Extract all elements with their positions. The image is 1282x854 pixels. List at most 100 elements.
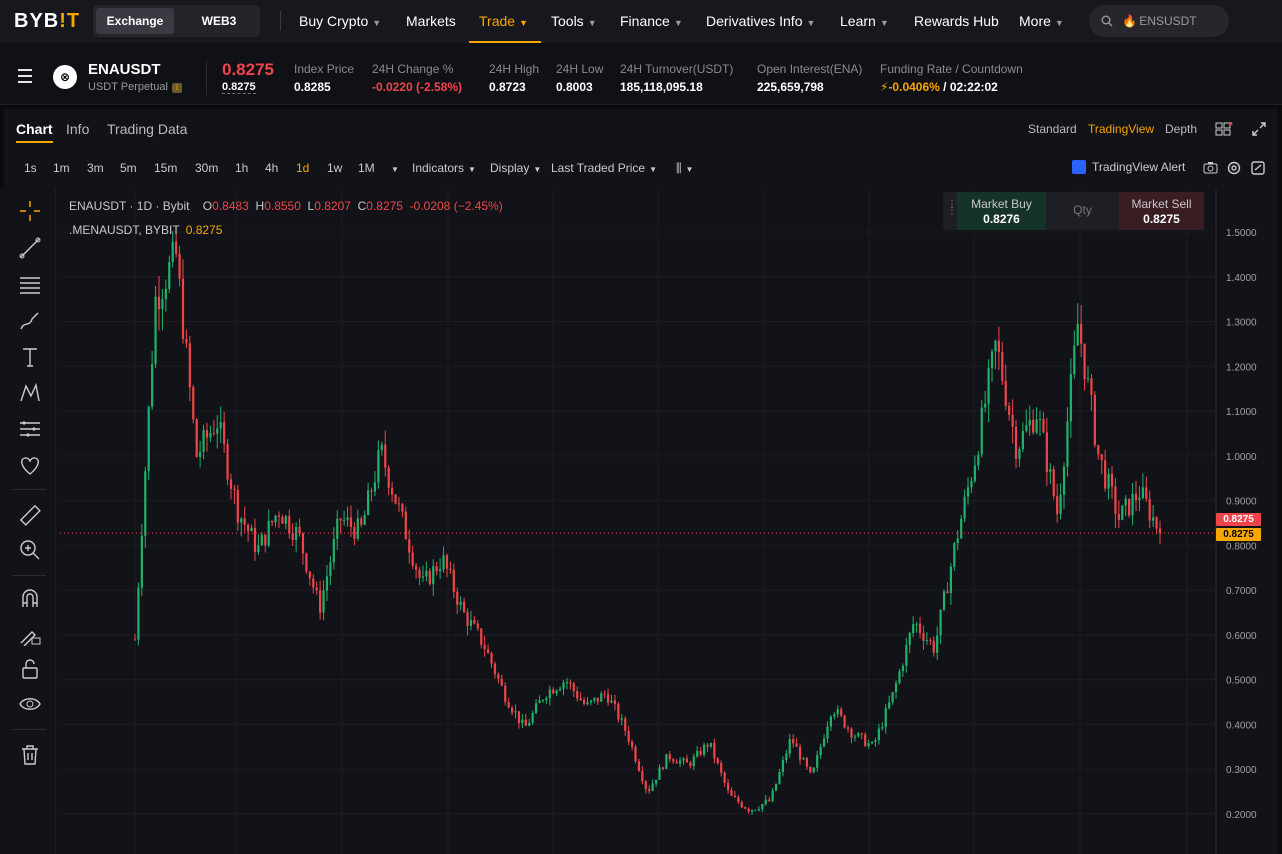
tf-5m[interactable]: 5m: [120, 161, 137, 175]
web3-button[interactable]: WEB3: [201, 14, 237, 28]
candle-body: [1035, 419, 1038, 433]
candle-body: [668, 754, 671, 760]
candle-body: [253, 527, 257, 552]
candle-body: [188, 343, 191, 388]
nav-rewards-hub[interactable]: Rewards Hub: [914, 13, 999, 29]
candle-body: [1076, 323, 1079, 346]
tf-15m[interactable]: 15m: [154, 161, 178, 175]
nav-derivatives-info[interactable]: Derivatives Info ▼: [706, 13, 816, 29]
candle-body: [754, 809, 757, 811]
nav-trade[interactable]: Trade ▼: [469, 0, 541, 43]
flame-icon: 🔥: [1122, 14, 1138, 28]
tf-1M[interactable]: 1M: [358, 161, 375, 175]
candle-body: [788, 739, 791, 754]
chevron-down-icon: ▼: [806, 18, 816, 28]
magnet-icon[interactable]: [18, 587, 42, 611]
ticker-bar: ⊗ ENAUSDT USDT Perpetual i 0.8275 0.8275 …: [0, 43, 1282, 105]
drag-handle-icon[interactable]: ⋮ ⋮: [947, 199, 957, 216]
market-sell-button[interactable]: Market Sell 0.8275: [1119, 192, 1204, 230]
crosshair-icon[interactable]: [18, 199, 42, 223]
candle-body: [884, 708, 887, 728]
tab-chart[interactable]: Chart: [16, 121, 53, 143]
lock-drawing-icon[interactable]: [18, 622, 42, 646]
tf-4h[interactable]: 4h: [265, 161, 279, 175]
trash-icon[interactable]: [18, 743, 42, 767]
tf-3m[interactable]: 3m: [87, 161, 104, 175]
candle-body: [349, 517, 353, 528]
candle-body: [1038, 419, 1042, 421]
tf-1s[interactable]: 1s: [24, 161, 37, 175]
candle-body: [1131, 493, 1134, 516]
search-input[interactable]: 🔥 ENSUSDT: [1089, 5, 1229, 37]
heart-icon[interactable]: [18, 453, 42, 477]
candle-body: [658, 767, 661, 780]
mark-price-tag: 0.8275: [1216, 528, 1261, 541]
text-icon[interactable]: [18, 345, 42, 369]
market-buy-button[interactable]: Market Buy 0.8276: [957, 192, 1046, 230]
info-icon[interactable]: i: [171, 83, 182, 93]
bybit-logo[interactable]: BYB!T: [14, 10, 81, 32]
qty-input[interactable]: Qty: [1073, 203, 1092, 217]
view-depth[interactable]: Depth: [1165, 122, 1198, 136]
tf-30m[interactable]: 30m: [195, 161, 219, 175]
candlestick-chart[interactable]: 1.5000 1.4000 1.3000 1.2000 1.1000 1.0000 0.90…: [60, 189, 1282, 854]
settings-icon[interactable]: [1227, 161, 1241, 175]
candle-body: [171, 241, 174, 263]
ruler-icon[interactable]: [18, 503, 42, 527]
candle-body: [1008, 405, 1011, 415]
tf-1d[interactable]: 1d: [296, 161, 310, 175]
view-standard[interactable]: Standard: [1028, 122, 1077, 136]
camera-icon[interactable]: [1203, 161, 1218, 174]
brush-icon[interactable]: [18, 309, 42, 333]
symbol-name[interactable]: ENAUSDT: [88, 61, 161, 78]
unlock-icon[interactable]: [18, 657, 42, 681]
chart-type-dropdown[interactable]: ⫼ ▼: [676, 161, 693, 176]
display-button[interactable]: Display ▼: [490, 161, 542, 175]
nav-tools[interactable]: Tools ▼: [551, 13, 597, 29]
candle-body: [596, 697, 599, 702]
menu-icon[interactable]: [18, 69, 34, 87]
candle-body: [284, 516, 287, 524]
candle-body: [510, 707, 514, 713]
candle-body: [1104, 460, 1107, 489]
tab-trading-data[interactable]: Trading Data: [107, 121, 188, 137]
layout-grid-icon[interactable]: [1215, 122, 1233, 136]
candle-body: [576, 691, 579, 699]
tf-1w[interactable]: 1w: [327, 161, 343, 175]
view-tradingview[interactable]: TradingView: [1088, 122, 1155, 136]
fullscreen-icon[interactable]: [1252, 122, 1266, 136]
exchange-button[interactable]: Exchange: [96, 8, 174, 34]
candle-body: [260, 534, 263, 546]
candle-body: [452, 569, 455, 592]
candle-body: [963, 496, 966, 519]
nav-finance[interactable]: Finance ▼: [620, 13, 683, 29]
pattern-icon[interactable]: [18, 381, 42, 405]
nav-buy-crypto[interactable]: Buy Crypto ▼: [299, 13, 382, 29]
snapshot-icon[interactable]: [1251, 161, 1265, 175]
indicators-button[interactable]: Indicators ▼: [412, 161, 476, 175]
candle-body: [792, 739, 795, 744]
candle-body: [648, 788, 651, 791]
price-type-dropdown[interactable]: Last Traded Price ▼: [551, 161, 657, 175]
candle-body: [898, 671, 901, 684]
candle-body: [651, 783, 654, 791]
candle-body: [1148, 498, 1151, 521]
nav-learn[interactable]: Learn ▼: [840, 13, 889, 29]
nav-more[interactable]: More ▼: [1019, 13, 1064, 29]
mark-price[interactable]: 0.8275: [222, 81, 256, 94]
eye-icon[interactable]: [18, 692, 42, 716]
tf-1h[interactable]: 1h: [235, 161, 249, 175]
tradingview-alert-button[interactable]: TradingView Alert: [1072, 160, 1185, 174]
candle-body: [305, 553, 308, 572]
timeframe-dropdown[interactable]: ▼: [387, 161, 399, 175]
tf-1m[interactable]: 1m: [53, 161, 70, 175]
candle-body: [586, 702, 589, 705]
candle-body: [699, 750, 702, 755]
nav-markets[interactable]: Markets: [406, 13, 456, 29]
horizontal-lines-icon[interactable]: [18, 273, 42, 297]
zoom-in-icon[interactable]: [18, 538, 42, 562]
candle-body: [277, 515, 281, 517]
tab-info[interactable]: Info: [66, 121, 90, 137]
trend-line-icon[interactable]: [18, 236, 42, 260]
prediction-icon[interactable]: [18, 417, 42, 441]
